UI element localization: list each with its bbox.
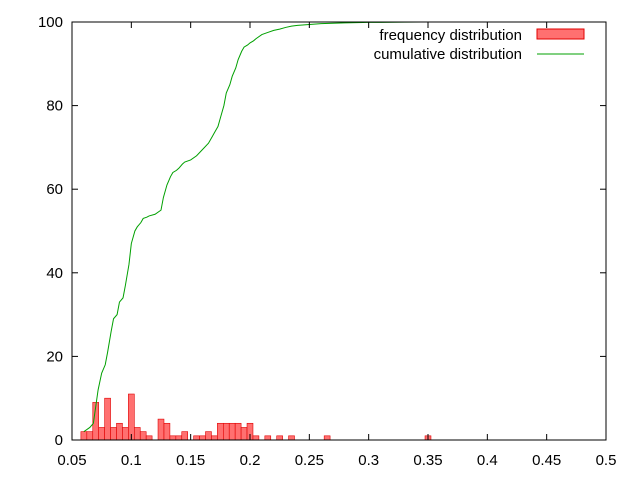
- legend-swatch-frequency: [536, 28, 585, 40]
- frequency-bar: [252, 435, 260, 441]
- frequency-bar: [128, 393, 135, 441]
- y-tick-label: 0: [55, 432, 63, 449]
- x-tick-label: 0.05: [57, 452, 86, 469]
- legend-label-cumulative: cumulative distribution: [374, 46, 522, 63]
- y-tick-label: 40: [46, 265, 63, 282]
- frequency-bar: [205, 431, 212, 441]
- y-tick-label: 80: [46, 98, 63, 115]
- frequency-bar: [181, 431, 189, 441]
- frequency-bar: [240, 427, 248, 441]
- frequency-bar: [288, 435, 295, 441]
- x-tick-label: 0.15: [176, 452, 205, 469]
- x-tick-label: 0.5: [596, 452, 617, 469]
- y-tick-label: 100: [38, 14, 63, 31]
- frequency-bar: [134, 427, 141, 441]
- y-tick-label: 60: [46, 181, 63, 198]
- x-tick-label: 0.45: [532, 452, 561, 469]
- legend: frequency distribution cumulative distri…: [374, 27, 585, 63]
- x-tick-label: 0.2: [240, 452, 261, 469]
- x-tick-label: 0.3: [358, 452, 379, 469]
- frequency-bar: [211, 435, 218, 441]
- y-tick-label: 20: [46, 348, 63, 365]
- x-tick-label: 0.35: [413, 452, 442, 469]
- frequency-bars: [80, 393, 432, 441]
- frequency-bar: [139, 431, 147, 441]
- frequency-bar: [228, 422, 236, 441]
- frequency-bar: [104, 397, 111, 441]
- frequency-bar: [145, 435, 153, 441]
- frequency-bar: [110, 427, 117, 441]
- plot-frame: [71, 21, 607, 441]
- x-tick-label: 0.4: [477, 452, 498, 469]
- frequency-bar: [276, 435, 283, 441]
- frequency-bar: [98, 427, 105, 441]
- legend-label-frequency: frequency distribution: [379, 27, 522, 44]
- frequency-bar: [323, 435, 331, 441]
- frequency-bar: [199, 435, 206, 441]
- frequency-bar: [169, 435, 177, 441]
- frequency-bar: [175, 435, 183, 441]
- frequency-bar: [234, 422, 242, 441]
- frequency-bar: [193, 435, 200, 441]
- frequency-bar: [116, 422, 123, 441]
- frequency-bar: [122, 427, 129, 441]
- cumulative-distribution-line: [83, 21, 423, 433]
- x-tick-label: 0.25: [295, 452, 324, 469]
- frequency-bar: [80, 431, 88, 441]
- frequency-bar: [157, 418, 165, 441]
- frequency-bar: [217, 422, 224, 441]
- frequency-bar: [264, 435, 272, 441]
- frequency-bar: [223, 422, 230, 441]
- frequency-bar: [163, 422, 171, 441]
- axis-ticks: 0.05 0.1 0.15 0.2 0.25 0.3 0.35 0.4 0.45 0.5 0 20 40…: [38, 14, 616, 469]
- frequency-bar: [86, 431, 94, 441]
- x-tick-label: 0.1: [121, 452, 142, 469]
